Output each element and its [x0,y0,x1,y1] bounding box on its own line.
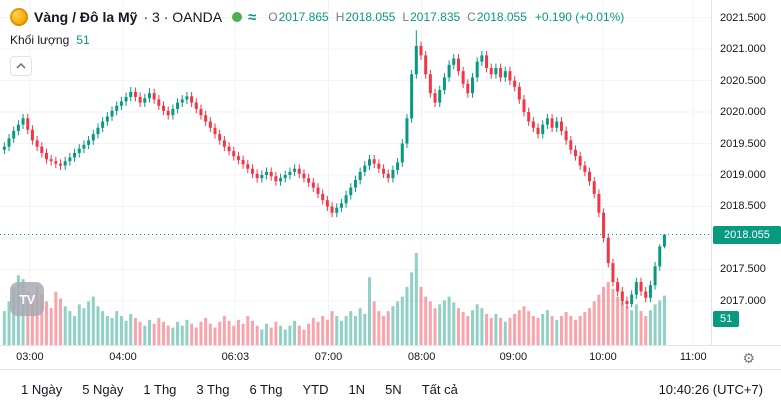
range-button-5-ngày[interactable]: 5 Ngày [73,377,132,402]
price-tick: 2020.000 [720,106,766,119]
interval-exchange-label[interactable]: · 3 · OANDA [143,9,223,25]
settings-gear-icon[interactable]: ⚙ [742,350,755,366]
tradingview-logo-glyph: TV [19,291,35,307]
time-axis[interactable]: ⚙ 03:00 04:00 06:03 07:00 08:00 09:00 10:00 11:… [0,345,781,370]
price-tick: 2020.500 [720,74,766,87]
time-tick: 07:00 [314,351,343,363]
chart-legend: Vàng / Đô la Mỹ · 3 · OANDA ≈ O 2017.865 … [10,8,624,76]
market-status-icon[interactable] [232,12,243,22]
volume-label[interactable]: Khối lượng [10,33,70,47]
timezone-button[interactable]: 10:40:26 (UTC+7) [653,381,769,398]
price-tick: 2017.500 [720,263,766,276]
ohlc-values: O 2017.865 H 2018.055 L 2017.835 C 2018.055 [268,10,527,24]
candlestick-chart[interactable] [0,0,711,345]
time-tick: 10:00 [589,351,617,363]
price-tick: 2018.500 [720,200,766,213]
price-tick: 2021.500 [720,11,766,24]
range-buttons-group: 1 Ngày 5 Ngày 1 Thg 3 Thg 6 Thg YTD 1N 5N Tất cả [12,377,467,402]
time-tick: 08:00 [407,351,436,363]
time-tick: 06:03 [221,351,250,363]
gold-coin-icon [10,8,28,26]
price-change: +0.190 (+0.01%) [534,10,625,24]
price-tick: 2021.000 [720,43,766,56]
collapse-legend-button[interactable] [10,56,32,76]
high-label: H [335,10,345,24]
volume-value: 51 [76,33,90,47]
symbol-title[interactable]: Vàng / Đô la Mỹ [34,9,138,25]
time-tick: 09:00 [499,351,528,363]
range-button-1-thg[interactable]: 1 Thg [134,377,185,402]
price-tick: 2017.000 [720,294,766,307]
chart-pane[interactable]: TV Vàng / Đô la Mỹ · 3 · OANDA ≈ O 2017.8… [0,0,711,345]
range-button-tất-cả[interactable]: Tất cả [413,377,467,402]
range-button-6-thg[interactable]: 6 Thg [240,377,291,402]
open-label: O [268,10,278,24]
time-tick: 11:00 [679,351,707,363]
range-button-1-ngày[interactable]: 1 Ngày [12,377,71,402]
low-value: 2017.835 [410,10,461,24]
last-price-badge: 2018.055 [713,225,781,244]
range-button-ytd[interactable]: YTD [293,377,337,402]
close-value: 2018.055 [476,10,527,24]
range-button-3-thg[interactable]: 3 Thg [187,377,238,402]
price-tick: 2019.000 [720,169,766,182]
approx-data-icon[interactable]: ≈ [248,8,257,26]
range-button-5n[interactable]: 5N [376,377,411,402]
chevron-up-icon [16,62,26,69]
low-label: L [402,10,410,24]
high-value: 2018.055 [345,10,396,24]
price-axis[interactable]: 2018.055 51 2021.500 2021.000 2020.500 2020… [711,0,781,345]
range-button-1n[interactable]: 1N [339,377,374,402]
open-value: 2017.865 [278,10,329,24]
time-tick: 04:00 [109,351,137,363]
last-volume-badge: 51 [713,311,740,328]
tradingview-logo[interactable]: TV [10,282,44,316]
time-tick: 03:00 [16,351,44,363]
price-tick: 2019.500 [720,137,766,150]
close-label: C [467,10,476,24]
bottom-toolbar: 1 Ngày 5 Ngày 1 Thg 3 Thg 6 Thg YTD 1N 5N Tất cả… [0,369,781,409]
